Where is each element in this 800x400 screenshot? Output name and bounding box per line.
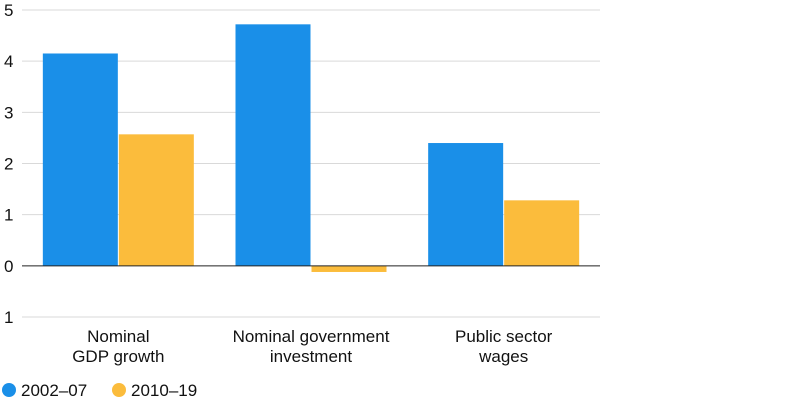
y-axis-ticks: 5 4 3 2 1 0 1: [4, 1, 13, 327]
grid-lines: [22, 9, 600, 318]
legend-swatch: [112, 383, 126, 397]
y-tick-label: 0: [4, 257, 13, 276]
bar-series-1: [235, 24, 311, 266]
bar-series-2: [311, 265, 387, 272]
y-tick-label: 4: [4, 52, 13, 71]
legend-label: 2002–07: [21, 381, 87, 400]
y-tick-label: 1: [4, 308, 13, 327]
y-tick-label: 1: [4, 206, 13, 225]
bar-series-1: [428, 143, 504, 266]
legend-label: 2010–19: [131, 381, 197, 400]
category-label: investment: [270, 347, 352, 366]
bar-series-1: [42, 53, 118, 266]
bar-series-2: [118, 134, 194, 266]
legend-swatch: [2, 383, 16, 397]
category-label: wages: [478, 347, 528, 366]
legend: 2002–07 2010–19: [2, 381, 197, 400]
bar-series-2: [504, 200, 580, 266]
bars: [42, 24, 580, 272]
category-label: Nominal government: [233, 327, 390, 346]
y-tick-label: 2: [4, 155, 13, 174]
y-tick-label: 3: [4, 103, 13, 122]
category-label: GDP growth: [72, 347, 164, 366]
category-label: Public sector: [455, 327, 553, 346]
category-label: Nominal: [87, 327, 149, 346]
y-tick-label: 5: [4, 1, 13, 20]
